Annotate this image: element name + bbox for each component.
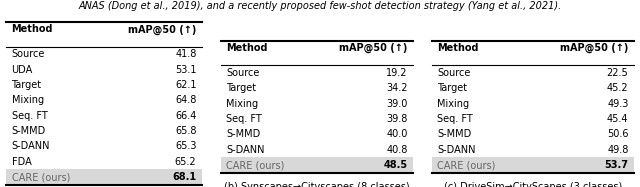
Text: 50.6: 50.6 (607, 129, 628, 140)
Bar (221, 157, 413, 173)
Text: Target: Target (437, 83, 467, 94)
Text: Source: Source (226, 68, 259, 78)
Text: Target: Target (12, 80, 42, 90)
Bar (6, 169, 202, 185)
Text: mAP@50 (↑): mAP@50 (↑) (560, 43, 628, 53)
Text: S-MMD: S-MMD (437, 129, 472, 140)
Text: mAP@50 (↑): mAP@50 (↑) (339, 43, 408, 53)
Text: S-MMD: S-MMD (226, 129, 260, 140)
Text: Source: Source (12, 49, 45, 59)
Text: 68.1: 68.1 (172, 172, 196, 182)
Text: 65.8: 65.8 (175, 126, 196, 136)
Text: 40.0: 40.0 (387, 129, 408, 140)
Text: ANAS (Dong et al., 2019), and a recently proposed few-shot detection strategy (Y: ANAS (Dong et al., 2019), and a recently… (78, 1, 562, 11)
Text: UDA: UDA (12, 65, 33, 75)
Text: CARE (ours): CARE (ours) (12, 172, 70, 182)
Text: Seq. FT: Seq. FT (12, 111, 47, 121)
Text: CARE (ours): CARE (ours) (226, 160, 284, 170)
Text: 48.5: 48.5 (383, 160, 408, 170)
Text: FDA: FDA (12, 157, 31, 167)
Text: 62.1: 62.1 (175, 80, 196, 90)
Bar (432, 157, 634, 173)
Text: 53.7: 53.7 (605, 160, 628, 170)
Text: 53.1: 53.1 (175, 65, 196, 75)
Text: 34.2: 34.2 (386, 83, 408, 94)
Text: S-MMD: S-MMD (12, 126, 46, 136)
Text: (b) Synscapes→Cityscapes (8 classes): (b) Synscapes→Cityscapes (8 classes) (224, 182, 410, 187)
Text: Method: Method (437, 43, 479, 53)
Text: 49.3: 49.3 (607, 99, 628, 109)
Text: 22.5: 22.5 (607, 68, 628, 78)
Text: 39.8: 39.8 (387, 114, 408, 124)
Text: 64.8: 64.8 (175, 95, 196, 105)
Text: Seq. FT: Seq. FT (226, 114, 262, 124)
Text: (c) DriveSim→CityScapes (3 classes): (c) DriveSim→CityScapes (3 classes) (444, 182, 622, 187)
Text: 19.2: 19.2 (386, 68, 408, 78)
Text: Mixing: Mixing (437, 99, 469, 109)
Text: S-DANN: S-DANN (12, 141, 50, 151)
Text: Source: Source (437, 68, 470, 78)
Text: 45.2: 45.2 (607, 83, 628, 94)
Text: Seq. FT: Seq. FT (437, 114, 473, 124)
Text: 65.2: 65.2 (175, 157, 196, 167)
Text: S-DANN: S-DANN (437, 145, 476, 155)
Text: CARE (ours): CARE (ours) (437, 160, 495, 170)
Text: 39.0: 39.0 (387, 99, 408, 109)
Text: mAP@50 (↑): mAP@50 (↑) (128, 24, 196, 35)
Text: Method: Method (12, 24, 53, 34)
Text: Method: Method (226, 43, 268, 53)
Text: Target: Target (226, 83, 256, 94)
Text: 65.3: 65.3 (175, 141, 196, 151)
Text: 40.8: 40.8 (387, 145, 408, 155)
Text: 45.4: 45.4 (607, 114, 628, 124)
Text: 49.8: 49.8 (607, 145, 628, 155)
Text: 41.8: 41.8 (175, 49, 196, 59)
Text: Mixing: Mixing (226, 99, 258, 109)
Text: 66.4: 66.4 (175, 111, 196, 121)
Text: Mixing: Mixing (12, 95, 44, 105)
Text: S-DANN: S-DANN (226, 145, 264, 155)
